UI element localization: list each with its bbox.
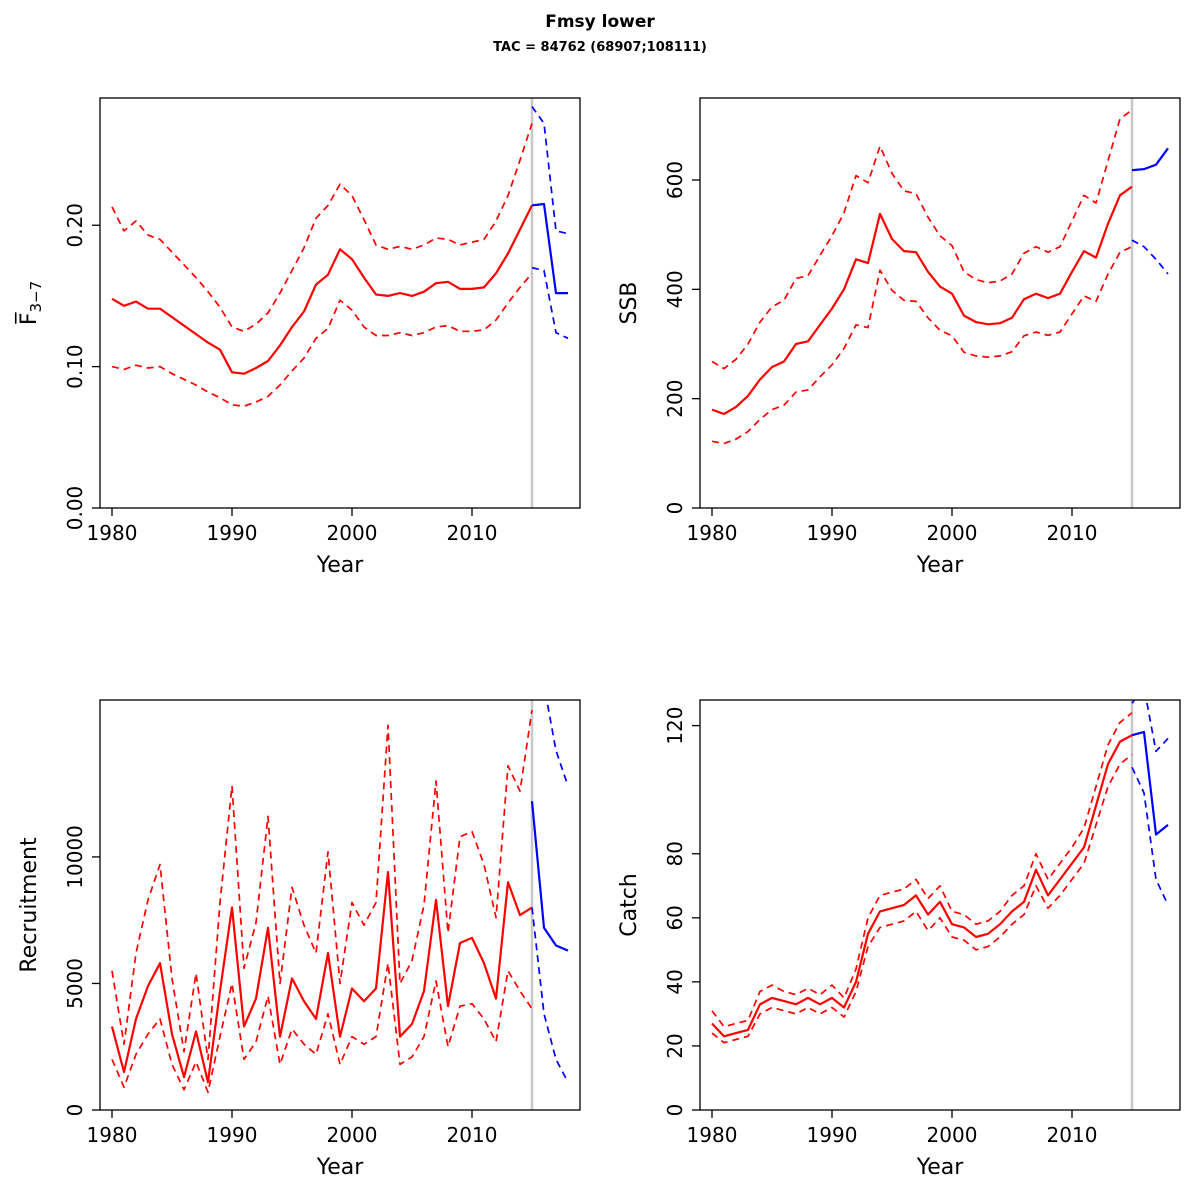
x-tick-label: 2000 xyxy=(927,1123,978,1147)
rec-estimate-line xyxy=(110,871,533,1084)
x-tick-label: 1980 xyxy=(687,521,738,545)
y-tick-label: 60 xyxy=(663,905,687,930)
x-tick-label: 1980 xyxy=(87,521,138,545)
x-axis-title: Year xyxy=(316,1155,365,1180)
x-tick-label: 2010 xyxy=(447,521,498,545)
ssb-forecast-ci-lower-line xyxy=(1131,239,1169,275)
y-tick-label: 0.20 xyxy=(63,203,87,248)
y-tick-label: 80 xyxy=(663,841,687,866)
plot-border xyxy=(699,699,1181,1111)
fbar-ci-upper-line xyxy=(111,123,533,333)
x-tick-label: 2010 xyxy=(447,1123,498,1147)
y-tick-label: 10000 xyxy=(63,825,87,889)
y-tick-label: 0.10 xyxy=(63,344,87,389)
x-axis-title: Year xyxy=(916,1155,965,1180)
fbar-estimate-line xyxy=(111,204,533,375)
x-tick-label: 2000 xyxy=(327,521,378,545)
fbar-forecast-line xyxy=(531,202,568,295)
chart-panel-recruitment: 1980 1990 2000 2010 0 5000 10000 Year Recruitmen… xyxy=(17,699,581,1180)
ssb-ci-lower-line xyxy=(711,245,1133,445)
rec-ci-lower-line xyxy=(111,962,533,1094)
y-tick-label: 200 xyxy=(663,380,687,418)
y-axis-title: F̅3−7 xyxy=(15,281,45,325)
fbar-ci-lower-line xyxy=(111,272,533,408)
catch-ci-lower-line xyxy=(711,753,1133,1044)
y-axis-title: Catch xyxy=(617,873,642,937)
x-tick-label: 1990 xyxy=(807,521,858,545)
x-tick-label: 2000 xyxy=(927,521,978,545)
plot-border xyxy=(99,699,581,1111)
x-axis-title: Year xyxy=(916,553,965,578)
chart-title: Fmsy lower xyxy=(545,12,655,32)
rec-forecast-line xyxy=(530,801,569,952)
catch-forecast-line xyxy=(1131,730,1169,836)
chart-panel-catch: 1980 1990 2000 2010 0 20 40 60 80 120 Year Catch xyxy=(617,699,1181,1180)
x-tick-label: 2000 xyxy=(327,1123,378,1147)
y-tick-label: 0 xyxy=(663,502,687,515)
plot-border xyxy=(699,97,1181,509)
rec-forecast-ci-lower-line xyxy=(531,907,569,1083)
ssb-forecast-line xyxy=(1131,147,1169,172)
x-tick-label: 1990 xyxy=(807,1123,858,1147)
rec-forecast-ci-upper-line xyxy=(545,700,569,787)
y-tick-label: 600 xyxy=(663,161,687,199)
x-tick-label: 1980 xyxy=(87,1123,138,1147)
catch-forecast-ci-upper-line xyxy=(1131,700,1169,753)
x-tick-label: 1980 xyxy=(687,1123,738,1147)
fbar-forecast-ci-lower-line xyxy=(531,266,569,340)
x-tick-label: 2010 xyxy=(1047,1123,1098,1147)
fbar-forecast-ci-upper-line xyxy=(531,106,569,235)
catch-estimate-line xyxy=(711,734,1133,1038)
x-tick-label: 2010 xyxy=(1047,521,1098,545)
rec-ci-upper-line xyxy=(111,709,533,1061)
catch-ci-upper-line xyxy=(711,712,1133,1028)
x-axis-title: Year xyxy=(316,553,365,578)
chart-subtitle: TAC = 84762 (68907;108111) xyxy=(493,40,707,55)
ssb-ci-upper-line xyxy=(711,109,1133,370)
y-tick-label: 0 xyxy=(63,1104,87,1117)
y-tick-label: 0 xyxy=(663,1104,687,1117)
x-tick-label: 1990 xyxy=(207,1123,258,1147)
y-axis-title: SSB xyxy=(617,281,642,324)
y-axis-title: Recruitment xyxy=(17,837,42,973)
y-tick-label: 0.00 xyxy=(63,486,87,531)
catch-forecast-ci-lower-line xyxy=(1131,766,1169,906)
plot-border xyxy=(99,97,581,509)
y-tick-label: 5000 xyxy=(63,958,87,1009)
ssb-estimate-line xyxy=(711,185,1133,416)
y-tick-label: 20 xyxy=(663,1033,687,1058)
chart-panel-fbar: 1980 1990 2000 2010 0.00 0.10 0.20 Year F̅3−7 xyxy=(15,97,581,578)
y-tick-label: 40 xyxy=(663,969,687,994)
chart-panel-ssb: 1980 1990 2000 2010 0 200 400 600 Year SSB xyxy=(617,97,1181,578)
y-tick-label: 400 xyxy=(663,270,687,308)
y-tick-label: 120 xyxy=(663,707,687,745)
x-tick-label: 1990 xyxy=(207,521,258,545)
